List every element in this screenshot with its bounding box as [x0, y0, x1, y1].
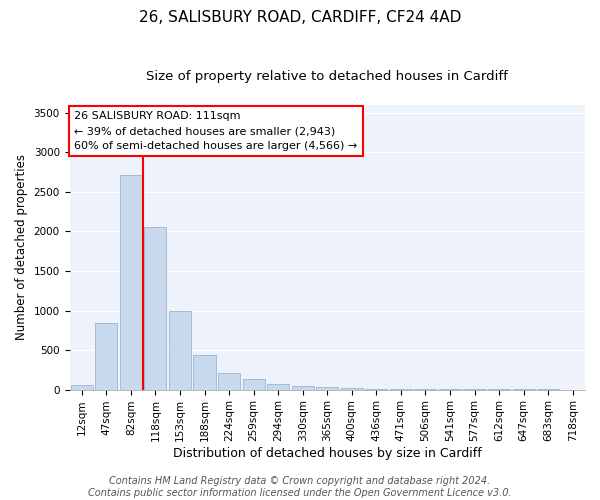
Bar: [267, 384, 289, 390]
Bar: [390, 389, 412, 390]
Bar: [242, 380, 265, 390]
Text: 26 SALISBURY ROAD: 111sqm
← 39% of detached houses are smaller (2,943)
60% of se: 26 SALISBURY ROAD: 111sqm ← 39% of detac…: [74, 112, 358, 151]
Title: Size of property relative to detached houses in Cardiff: Size of property relative to detached ho…: [146, 70, 508, 83]
Bar: [71, 385, 93, 390]
Bar: [193, 355, 215, 390]
Text: Contains HM Land Registry data © Crown copyright and database right 2024.
Contai: Contains HM Land Registry data © Crown c…: [88, 476, 512, 498]
Bar: [145, 226, 166, 390]
Bar: [292, 386, 314, 390]
Text: 26, SALISBURY ROAD, CARDIFF, CF24 4AD: 26, SALISBURY ROAD, CARDIFF, CF24 4AD: [139, 10, 461, 25]
Bar: [120, 174, 142, 390]
Bar: [341, 388, 363, 390]
X-axis label: Distribution of detached houses by size in Cardiff: Distribution of detached houses by size …: [173, 447, 482, 460]
Bar: [169, 310, 191, 390]
Bar: [95, 323, 118, 390]
Bar: [365, 388, 388, 390]
Bar: [316, 387, 338, 390]
Y-axis label: Number of detached properties: Number of detached properties: [15, 154, 28, 340]
Bar: [218, 374, 240, 390]
